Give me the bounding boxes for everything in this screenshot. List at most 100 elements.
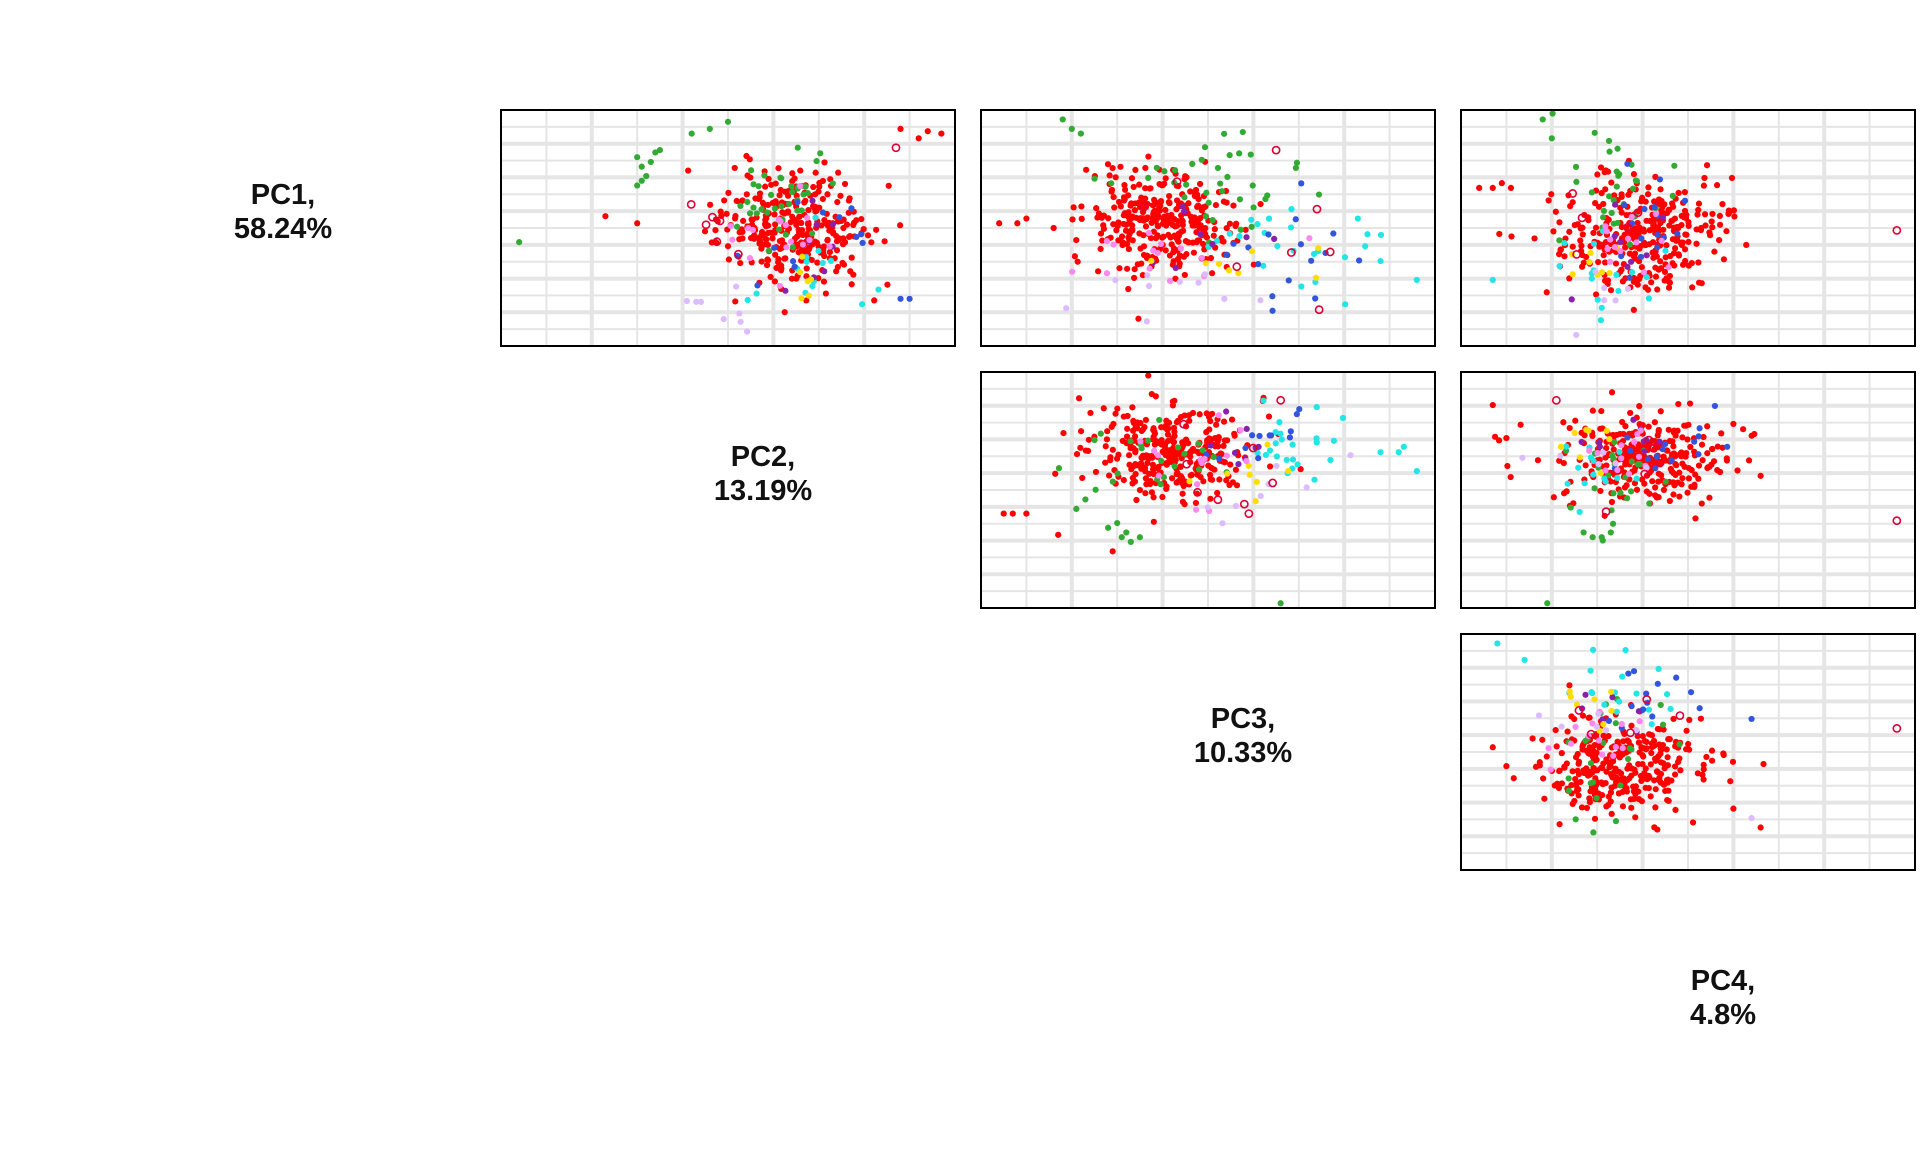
data-point xyxy=(787,219,794,226)
data-point xyxy=(1175,478,1182,485)
pc1-name: PC1, xyxy=(250,179,316,211)
data-point xyxy=(1709,224,1716,231)
data-point xyxy=(1590,646,1597,654)
data-point xyxy=(1701,211,1709,218)
data-point xyxy=(1599,781,1606,788)
data-point xyxy=(1498,180,1505,187)
data-point xyxy=(871,297,878,304)
data-point xyxy=(1695,451,1702,458)
data-point xyxy=(826,243,833,250)
data-point-open xyxy=(715,216,725,226)
data-point xyxy=(749,226,757,233)
data-point xyxy=(1197,456,1204,464)
data-point xyxy=(1557,443,1565,450)
data-point xyxy=(746,210,754,217)
data-point xyxy=(1159,234,1166,241)
data-point xyxy=(1666,222,1673,229)
data-point xyxy=(1257,297,1264,304)
data-point xyxy=(1247,151,1254,158)
data-point xyxy=(1600,214,1607,221)
data-point xyxy=(1700,766,1707,773)
data-point xyxy=(1633,177,1640,185)
data-point xyxy=(1609,694,1616,701)
panel-border xyxy=(980,109,1436,347)
data-point xyxy=(1131,433,1139,440)
data-point xyxy=(1170,444,1177,451)
data-point xyxy=(1637,253,1645,261)
data-point xyxy=(1266,447,1274,454)
data-point xyxy=(1208,410,1216,417)
data-point xyxy=(1624,285,1632,292)
data-point xyxy=(847,268,854,275)
data-point xyxy=(1627,796,1634,803)
data-point xyxy=(1218,234,1225,242)
data-point xyxy=(1685,262,1692,269)
data-point xyxy=(1674,230,1681,237)
data-point xyxy=(1265,231,1272,238)
data-point xyxy=(1681,463,1688,470)
data-point xyxy=(1175,232,1183,239)
data-point xyxy=(1586,795,1593,802)
data-point xyxy=(1558,780,1566,787)
data-point xyxy=(1635,708,1642,715)
data-point xyxy=(1144,460,1151,467)
data-point xyxy=(1623,482,1630,489)
data-point xyxy=(1612,818,1620,825)
data-point xyxy=(721,197,728,204)
data-point xyxy=(1107,457,1114,464)
data-point xyxy=(1590,829,1597,836)
data-point xyxy=(797,182,804,190)
data-point xyxy=(1689,819,1697,826)
data-point xyxy=(1109,164,1116,172)
data-point xyxy=(1572,754,1580,761)
data-point xyxy=(819,259,826,267)
data-point xyxy=(1635,796,1643,803)
data-point xyxy=(1630,668,1638,675)
data-point xyxy=(1590,471,1597,478)
data-point xyxy=(1188,471,1195,479)
data-point xyxy=(1671,162,1678,169)
data-point xyxy=(1692,515,1699,522)
data-point xyxy=(1628,213,1635,221)
data-point xyxy=(1644,191,1652,198)
data-point xyxy=(1657,745,1664,752)
data-point xyxy=(1237,427,1244,434)
data-point xyxy=(1650,737,1658,744)
data-point xyxy=(1558,750,1565,757)
data-point xyxy=(731,164,738,172)
data-point xyxy=(1676,741,1683,748)
data-point xyxy=(1593,749,1600,756)
data-point xyxy=(1575,792,1582,799)
data-point xyxy=(1573,331,1580,339)
data-point xyxy=(1105,524,1112,531)
data-point-open xyxy=(1172,177,1182,187)
data-point xyxy=(1645,706,1653,713)
data-point xyxy=(1197,215,1204,222)
data-point xyxy=(1347,452,1354,459)
data-point xyxy=(1172,275,1179,282)
data-point xyxy=(1676,493,1683,500)
data-point xyxy=(1652,484,1659,491)
data-point xyxy=(1653,768,1661,775)
data-point xyxy=(1687,443,1694,451)
data-point xyxy=(1566,688,1573,695)
data-point xyxy=(1643,464,1650,471)
data-point xyxy=(1142,164,1149,172)
data-point xyxy=(1695,206,1702,214)
data-point xyxy=(1267,463,1274,470)
data-point xyxy=(827,257,835,264)
data-point-open xyxy=(1139,202,1149,212)
data-point xyxy=(772,180,779,187)
data-point xyxy=(791,263,798,270)
data-point xyxy=(1144,214,1151,221)
data-point xyxy=(1566,228,1573,235)
data-point xyxy=(789,258,797,265)
data-point xyxy=(1600,449,1607,456)
data-point xyxy=(1262,451,1269,459)
data-point xyxy=(1221,130,1228,137)
data-point xyxy=(1659,214,1666,221)
data-point xyxy=(1260,262,1267,269)
data-point xyxy=(1544,600,1551,607)
data-point xyxy=(1634,461,1642,468)
data-point xyxy=(837,192,844,199)
